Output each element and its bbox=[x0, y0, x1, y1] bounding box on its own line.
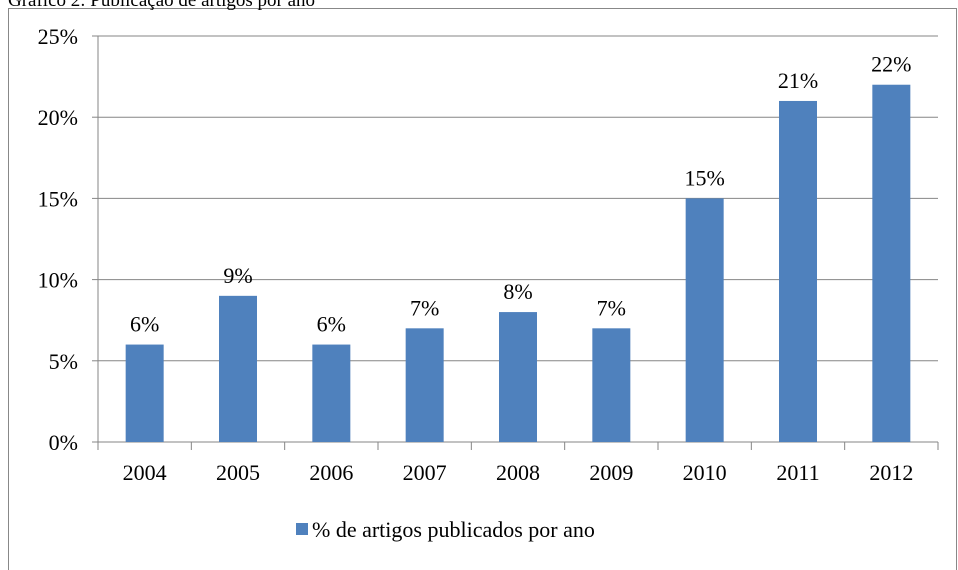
bar bbox=[872, 84, 911, 442]
bar bbox=[685, 198, 724, 442]
x-tick-label: 2006 bbox=[309, 460, 353, 485]
x-tick-label: 2012 bbox=[869, 460, 913, 485]
data-label: 22% bbox=[871, 52, 911, 77]
y-tick-label: 15% bbox=[38, 186, 78, 211]
x-tick-label: 2010 bbox=[683, 460, 727, 485]
y-tick-label: 10% bbox=[38, 268, 78, 293]
x-tick-label: 2008 bbox=[496, 460, 540, 485]
chart-title: Gráfico 2: Publicação de artigos por ano bbox=[8, 0, 315, 11]
x-tick-label: 2007 bbox=[403, 460, 447, 485]
bar bbox=[592, 328, 631, 442]
y-tick-label: 0% bbox=[49, 430, 78, 455]
bar bbox=[779, 100, 817, 443]
x-tick-label: 2005 bbox=[216, 460, 260, 485]
y-tick-label: 25% bbox=[38, 24, 78, 49]
x-tick-label: 2004 bbox=[123, 460, 167, 485]
legend-label: % de artigos publicados por ano bbox=[312, 517, 595, 542]
y-tick-label: 5% bbox=[49, 349, 78, 374]
bar bbox=[219, 295, 257, 442]
data-label: 8% bbox=[503, 279, 532, 304]
data-label: 6% bbox=[130, 312, 159, 337]
data-label: 15% bbox=[685, 165, 725, 190]
data-label: 7% bbox=[410, 295, 439, 320]
bar bbox=[405, 328, 444, 442]
x-tick-label: 2009 bbox=[589, 460, 633, 485]
x-tick-label: 2011 bbox=[776, 460, 819, 485]
data-label: 21% bbox=[778, 68, 818, 93]
data-label: 7% bbox=[597, 295, 626, 320]
legend-swatch bbox=[296, 523, 308, 535]
bar bbox=[312, 344, 351, 442]
data-label: 9% bbox=[223, 263, 252, 288]
bar bbox=[499, 312, 537, 442]
data-label: 6% bbox=[317, 312, 346, 337]
bar bbox=[125, 344, 164, 442]
y-tick-label: 20% bbox=[38, 105, 78, 130]
